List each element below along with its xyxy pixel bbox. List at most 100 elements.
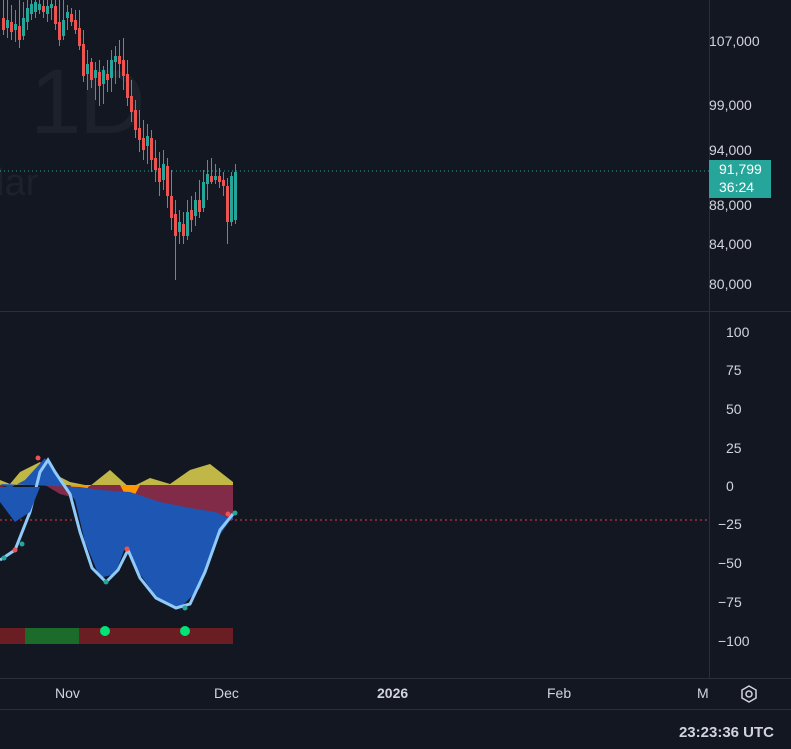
candle-body — [118, 56, 121, 64]
price-tick: 80,000 — [709, 276, 752, 292]
candle-body — [38, 4, 41, 10]
candle-body — [86, 64, 89, 74]
last-price-label: 91,799 36:24 — [709, 160, 771, 198]
time-label: 2026 — [377, 685, 409, 701]
oscillator-signal-dot — [232, 510, 238, 516]
candle-body — [158, 168, 161, 182]
osc-tick: −100 — [718, 633, 750, 649]
oscillator-pane[interactable] — [0, 312, 709, 678]
candle-body — [30, 4, 33, 14]
chart-area[interactable]: 1D lar — [0, 0, 709, 678]
candle-body — [154, 158, 157, 170]
osc-tick: −75 — [718, 594, 742, 610]
status-bar: 23:23:36 UTC — [0, 709, 791, 749]
pane-divider[interactable] — [0, 311, 791, 312]
candle-body — [58, 22, 61, 40]
candle-body — [230, 176, 233, 222]
candle-body — [130, 96, 133, 112]
oscillator-signal-dot — [225, 511, 231, 517]
price-tick: 99,000 — [709, 97, 752, 113]
price-pane[interactable]: 1D lar — [0, 0, 709, 311]
candle-body — [50, 4, 53, 8]
osc-tick: 50 — [726, 401, 742, 417]
candle-body — [138, 128, 141, 140]
oscillator-signal-dot — [19, 541, 25, 547]
candle-body — [162, 164, 165, 180]
axis-divider — [709, 0, 710, 678]
candle-body — [102, 70, 105, 84]
candle-body — [202, 182, 205, 208]
oscillator-chart[interactable] — [0, 312, 709, 678]
candle-body — [170, 196, 173, 218]
oscillator-signal-dot — [35, 455, 41, 461]
oscillator-blue-area — [0, 458, 233, 608]
oscillator-signal-dot — [1, 555, 7, 561]
candle-body — [78, 28, 81, 46]
oscillator-signal-dot — [12, 547, 18, 553]
candle-body — [142, 138, 145, 150]
candle-body — [34, 2, 37, 12]
candle-body — [70, 14, 73, 22]
oscillator-signal-dot — [103, 579, 109, 585]
candle-body — [82, 44, 85, 76]
oscillator-signal-dot — [182, 605, 188, 611]
candle-body — [190, 210, 193, 220]
price-tick: 94,000 — [709, 142, 752, 158]
candle-body — [218, 176, 221, 182]
bar-countdown: 36:24 — [719, 179, 755, 195]
candle-body — [6, 20, 9, 28]
regime-dot — [180, 626, 190, 636]
candle-body — [226, 186, 229, 222]
osc-tick: 75 — [726, 362, 742, 378]
osc-tick: −50 — [718, 555, 742, 571]
settings-icon[interactable] — [739, 684, 759, 704]
candle-body — [166, 166, 169, 196]
candle-body — [22, 18, 25, 36]
candle-body — [110, 60, 113, 78]
candle-body — [178, 222, 181, 232]
oscillator-blue-area-left — [0, 487, 40, 522]
candle-body — [150, 138, 153, 160]
candle-body — [114, 56, 117, 62]
osc-tick: 100 — [726, 324, 750, 340]
candle-body — [66, 12, 69, 18]
time-label: Nov — [55, 685, 80, 701]
candle-body — [198, 200, 201, 212]
candle-body — [222, 180, 225, 186]
candle-body — [54, 6, 57, 24]
oscillator-orange-area — [70, 485, 140, 504]
time-label: M — [697, 685, 709, 701]
watermark-symbol: lar — [0, 162, 39, 204]
candle-body — [122, 60, 125, 76]
candle-body — [2, 18, 5, 30]
candle-body — [46, 6, 49, 14]
candle-body — [182, 224, 185, 236]
price-tick: 84,000 — [709, 236, 752, 252]
last-price-value: 91,799 — [719, 161, 762, 177]
time-axis-divider — [0, 678, 791, 679]
oscillator-signal-dot — [124, 546, 130, 552]
candle-body — [90, 62, 93, 80]
time-axis[interactable]: Nov Dec 2026 Feb M — [0, 679, 791, 708]
time-label: Dec — [214, 685, 239, 701]
regime-strip-segment — [25, 628, 79, 644]
candle-body — [174, 214, 177, 236]
price-tick: 107,000 — [709, 33, 760, 49]
candle-body — [42, 6, 45, 12]
candle-body — [194, 200, 197, 216]
osc-tick: −25 — [718, 516, 742, 532]
candle-body — [210, 176, 213, 182]
candle-body — [186, 212, 189, 236]
candle-body — [206, 174, 209, 184]
regime-dot — [100, 626, 110, 636]
candle-body — [106, 74, 109, 80]
price-tick: 88,000 — [709, 197, 752, 213]
candle-body — [234, 172, 237, 220]
candle-body — [74, 20, 77, 30]
osc-tick: 25 — [726, 440, 742, 456]
candle-body — [18, 26, 21, 40]
candle-body — [14, 24, 17, 30]
time-label: Feb — [547, 685, 572, 701]
utc-clock[interactable]: 23:23:36 UTC — [678, 724, 774, 741]
candlestick-chart[interactable] — [0, 0, 709, 311]
